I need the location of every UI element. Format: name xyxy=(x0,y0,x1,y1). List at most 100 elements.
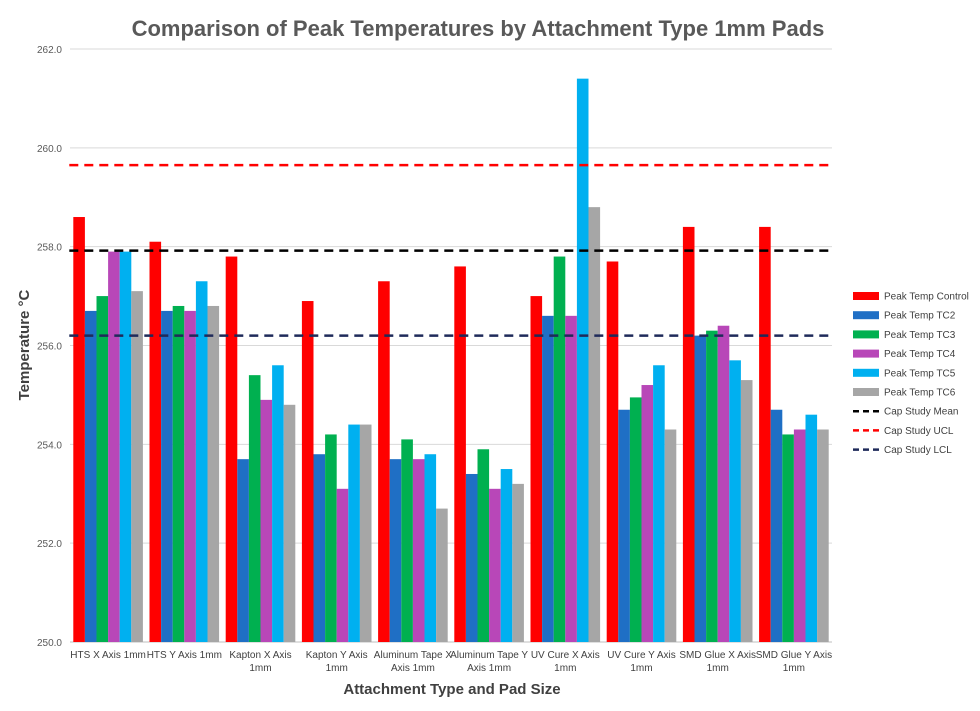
legend-label: Peak Temp TC6 xyxy=(884,388,956,399)
bar-peak-temp-tc6 xyxy=(436,508,448,642)
y-tick-label: 254.0 xyxy=(37,440,62,451)
bar-peak-temp-tc5 xyxy=(424,454,437,642)
y-tick-label: 256.0 xyxy=(37,342,62,353)
x-category-line: Aluminum Tape X xyxy=(374,650,453,661)
y-tick-label: 258.0 xyxy=(37,243,62,254)
bar-peak-temp-tc3 xyxy=(477,449,490,642)
bar-peak-temp-tc2 xyxy=(84,310,97,642)
x-category-line: 1mm xyxy=(630,663,652,674)
bar-peak-temp-tc3 xyxy=(782,434,794,642)
x-axis-title: Attachment Type and Pad Size xyxy=(343,681,560,698)
x-category-label: SMD Glue X Axis 1mm xyxy=(679,650,756,674)
x-category-line: 1mm xyxy=(783,663,805,674)
bar-peak-temp-tc6 xyxy=(664,429,677,642)
bar-peak-temp-tc3 xyxy=(553,256,566,642)
bar-peak-temp-tc2 xyxy=(389,459,402,642)
y-tick-label: 250.0 xyxy=(37,638,62,649)
bar-peak-temp-tc2 xyxy=(237,459,249,642)
x-category-label: Kapton Y Axis 1mm xyxy=(306,650,368,674)
bar-peak-temp-control xyxy=(759,226,771,642)
bar-peak-temp-tc5 xyxy=(653,365,665,642)
bar-peak-temp-tc5 xyxy=(348,424,360,642)
bar-peak-temp-tc2 xyxy=(618,409,630,642)
y-tick-label: 252.0 xyxy=(37,539,62,550)
legend-label: Cap Study LCL xyxy=(884,445,952,456)
bar-peak-temp-tc6 xyxy=(817,429,829,642)
x-category-label: SMD Glue Y Axis 1mm xyxy=(756,650,832,674)
x-category-label: Aluminum Tape X Axis 1mm xyxy=(374,650,453,674)
bar-peak-temp-tc2 xyxy=(313,454,326,642)
bar-peak-temp-tc5 xyxy=(500,469,513,642)
legend-label: Peak Temp Control xyxy=(884,292,969,303)
legend-label: Cap Study UCL xyxy=(884,426,954,437)
x-category-line: Aluminum Tape Y xyxy=(450,650,528,661)
legend-label: Peak Temp TC4 xyxy=(884,349,956,360)
bar-peak-temp-control xyxy=(149,241,162,642)
legend-swatch xyxy=(853,388,879,396)
bar-peak-temp-control xyxy=(454,266,466,642)
bar-peak-temp-tc6 xyxy=(359,424,372,642)
bar-peak-temp-control xyxy=(682,226,695,642)
x-category-line: Kapton X Axis xyxy=(229,650,291,661)
bar-peak-temp-tc4 xyxy=(641,385,654,642)
bar-peak-temp-tc5 xyxy=(729,360,741,642)
bar-peak-temp-tc2 xyxy=(542,315,554,642)
x-category-label: HTS Y Axis 1mm xyxy=(147,650,222,661)
bar-peak-temp-tc5 xyxy=(805,414,818,642)
bar-peak-temp-tc3 xyxy=(401,439,413,642)
legend: Peak Temp Control Peak Temp TC2 Peak Temp … xyxy=(853,292,969,456)
legend-swatch xyxy=(853,330,879,339)
x-category-line: HTS Y Axis 1mm xyxy=(147,650,222,661)
bar-peak-temp-tc3 xyxy=(172,305,185,642)
bar-peak-temp-tc4 xyxy=(717,325,730,642)
x-category-line: HTS X Axis 1mm xyxy=(70,650,146,661)
x-category-line: Kapton Y Axis xyxy=(306,650,368,661)
bar-peak-temp-control xyxy=(225,256,238,642)
x-category-line: SMD Glue Y Axis xyxy=(756,650,832,661)
bar-peak-temp-tc2 xyxy=(465,473,478,642)
bar-peak-temp-tc6 xyxy=(588,207,601,642)
x-category-label: UV Cure Y Axis 1mm xyxy=(607,650,676,674)
bar-peak-temp-control xyxy=(301,301,314,642)
bar-peak-temp-tc4 xyxy=(565,315,577,642)
bar-peak-temp-tc4 xyxy=(793,429,806,642)
bar-peak-temp-tc2 xyxy=(694,335,707,642)
x-category-line: UV Cure X Axis xyxy=(531,650,600,661)
bars xyxy=(73,78,829,643)
legend-swatch xyxy=(853,311,879,320)
legend-label: Peak Temp TC5 xyxy=(884,368,956,379)
bar-peak-temp-control xyxy=(530,296,543,642)
bar-peak-temp-tc4 xyxy=(260,399,273,642)
legend-label: Cap Study Mean xyxy=(884,407,959,418)
bar-peak-temp-control xyxy=(606,261,619,642)
bar-peak-temp-tc5 xyxy=(576,78,589,642)
y-tick-labels: 250.0 252.0 254.0 256.0 258.0 260.0 262.0 xyxy=(37,45,62,649)
bar-peak-temp-tc3 xyxy=(96,296,109,642)
bar-peak-temp-tc6 xyxy=(740,380,753,642)
bar-peak-temp-tc6 xyxy=(207,305,220,642)
legend-label: Peak Temp TC2 xyxy=(884,311,956,322)
x-category-line: 1mm xyxy=(707,663,729,674)
bar-peak-temp-tc4 xyxy=(184,310,196,642)
x-category-label: Aluminum Tape Y Axis 1mm xyxy=(450,650,528,674)
bar-peak-temp-tc3 xyxy=(629,397,642,642)
bar-peak-temp-tc5 xyxy=(272,365,284,642)
x-category-line: SMD Glue X Axis xyxy=(679,650,756,661)
bar-peak-temp-tc3 xyxy=(706,330,718,642)
bar-peak-temp-tc4 xyxy=(489,488,501,642)
legend-swatch xyxy=(853,368,879,377)
legend-swatch xyxy=(853,292,879,300)
x-category-line: 1mm xyxy=(554,663,576,674)
bar-peak-temp-tc3 xyxy=(325,434,337,642)
x-category-label: UV Cure X Axis 1mm xyxy=(531,650,600,674)
bar-peak-temp-tc6 xyxy=(512,483,524,642)
bar-peak-temp-tc4 xyxy=(336,488,349,642)
bar-peak-temp-control xyxy=(378,281,390,642)
bar-peak-temp-tc6 xyxy=(131,291,143,642)
bar-peak-temp-tc2 xyxy=(770,409,783,642)
bar-peak-temp-control xyxy=(73,217,85,642)
bar-peak-temp-tc5 xyxy=(195,281,208,642)
reference-lines xyxy=(69,163,832,337)
